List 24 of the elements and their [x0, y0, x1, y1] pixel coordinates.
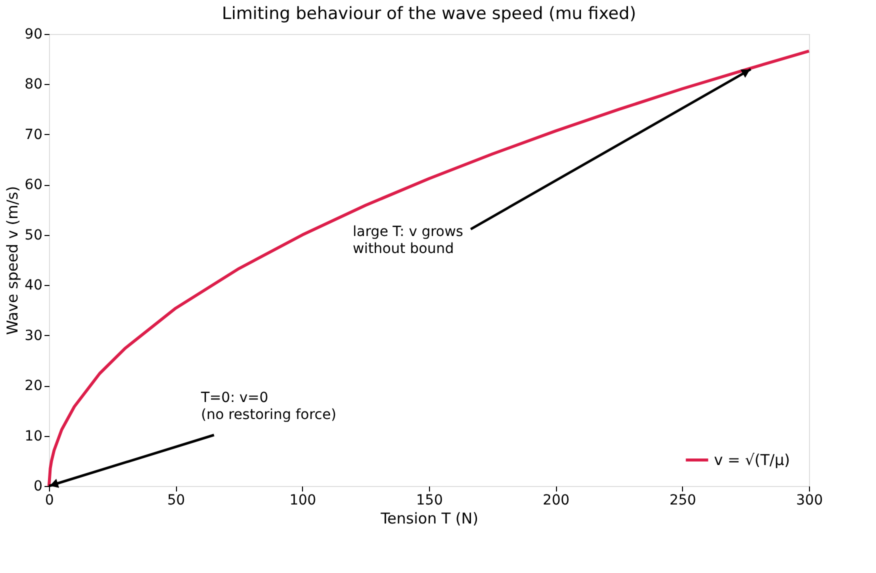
chart-title: Limiting behaviour of the wave speed (mu fixed): [222, 4, 636, 24]
y-tick-label: 80: [24, 76, 42, 93]
annotation: T=0: v=0 (no restoring force): [200, 390, 336, 423]
x-tick-label: 250: [669, 492, 696, 508]
x-axis-title: Tension T (N): [380, 510, 478, 528]
y-tick-label: 10: [24, 428, 42, 444]
y-tick-label: 90: [24, 26, 42, 42]
line-series: [48, 50, 810, 488]
y-tick-label: 0: [34, 478, 42, 494]
legend-label: v = √(T/μ): [714, 451, 790, 469]
y-axis-title: Wave speed v (m/s): [4, 186, 22, 335]
y-tick-label: 40: [24, 278, 42, 294]
annotation: large T: v grows without bound: [352, 224, 464, 258]
x-tick-label: 200: [542, 492, 570, 508]
x-tick-label: 150: [416, 492, 443, 508]
x-tick-label: 100: [289, 492, 316, 508]
y-tick-label: 60: [24, 177, 42, 194]
x-tick-label: 300: [796, 492, 823, 508]
x-tick-label: 50: [167, 492, 186, 508]
x-tick-label: 0: [45, 492, 54, 508]
y-tick-label: 20: [24, 378, 42, 394]
y-tick-label: 70: [24, 126, 42, 143]
y-tick-label: 50: [24, 227, 42, 244]
y-tick-label: 30: [24, 328, 42, 344]
